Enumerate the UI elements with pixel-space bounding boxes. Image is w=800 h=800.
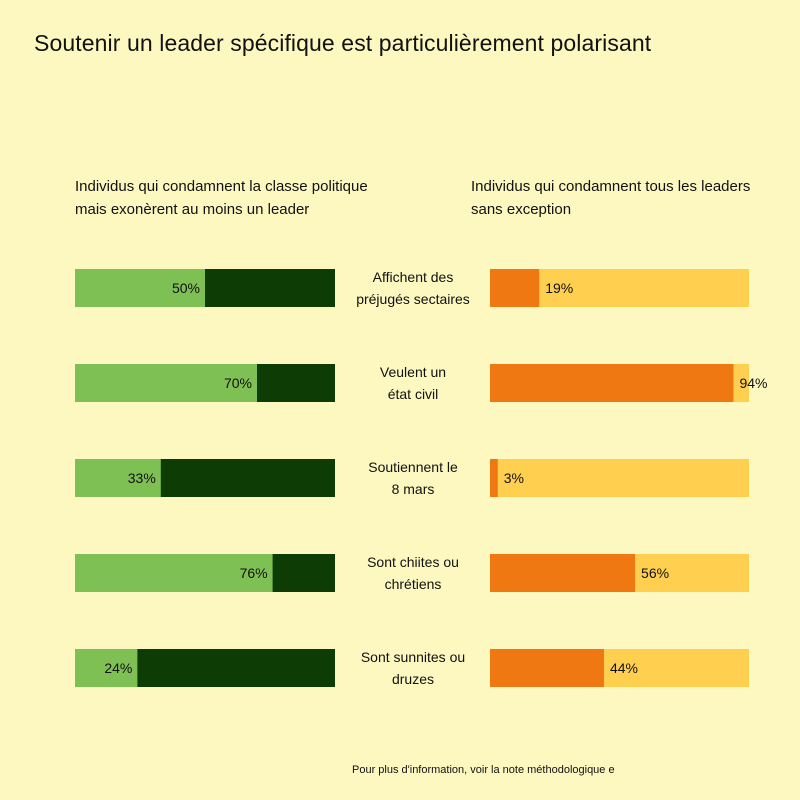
category-label: Soutiennent le 8 mars (368, 459, 458, 497)
right-panel-title: Individus qui condamnent tous les leader… (471, 178, 751, 218)
chart-title: Soutenir un leader spécifique est partic… (34, 30, 652, 56)
category-label: Sont chiites ou chrétiens (367, 554, 459, 592)
left-bar-label: 76% (240, 565, 268, 581)
right-bar-label: 19% (545, 280, 573, 296)
left-panel-title: Individus qui condamnent la classe polit… (75, 178, 368, 218)
left-bar-value (75, 459, 161, 497)
left-bar-value (75, 554, 273, 592)
category-label: Sont sunnites ou druzes (361, 649, 465, 687)
right-bar-value (490, 554, 636, 592)
right-bar-value (490, 459, 498, 497)
right-bar-value (490, 649, 604, 687)
left-bar-value (75, 269, 205, 307)
left-bar-label: 33% (128, 470, 156, 486)
left-bar-label: 70% (224, 375, 252, 391)
category-label: Veulent un état civil (380, 364, 446, 402)
footnote: Pour plus d'information, voir la note mé… (352, 764, 615, 776)
right-bar-value (490, 364, 734, 402)
left-bar-label: 24% (104, 660, 132, 676)
right-bar-label: 56% (641, 565, 669, 581)
right-bar-remainder (490, 459, 749, 497)
left-bar-value (75, 364, 257, 402)
right-bar-label: 94% (739, 375, 767, 391)
right-bar-value (490, 269, 540, 307)
category-label: Affichent des préjugés sectaires (356, 269, 470, 307)
left-bar-label: 50% (172, 280, 200, 296)
right-bar-label: 44% (610, 660, 638, 676)
left-bar-value (75, 649, 138, 687)
right-bar-label: 3% (504, 470, 524, 486)
